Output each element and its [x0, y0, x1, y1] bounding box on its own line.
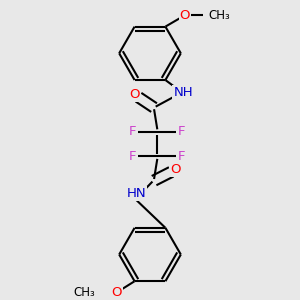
- Text: F: F: [129, 125, 137, 138]
- Text: F: F: [178, 150, 185, 163]
- Text: HN: HN: [126, 187, 146, 200]
- Text: O: O: [180, 9, 190, 22]
- Text: O: O: [112, 286, 122, 299]
- Text: O: O: [170, 163, 180, 176]
- Text: CH₃: CH₃: [208, 9, 230, 22]
- Text: F: F: [129, 150, 137, 163]
- Text: CH₃: CH₃: [73, 286, 95, 299]
- Text: F: F: [178, 125, 185, 138]
- Text: O: O: [129, 88, 140, 101]
- Text: NH: NH: [173, 86, 193, 100]
